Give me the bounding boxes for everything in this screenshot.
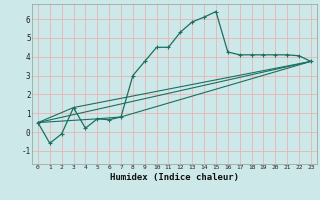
X-axis label: Humidex (Indice chaleur): Humidex (Indice chaleur) bbox=[110, 173, 239, 182]
